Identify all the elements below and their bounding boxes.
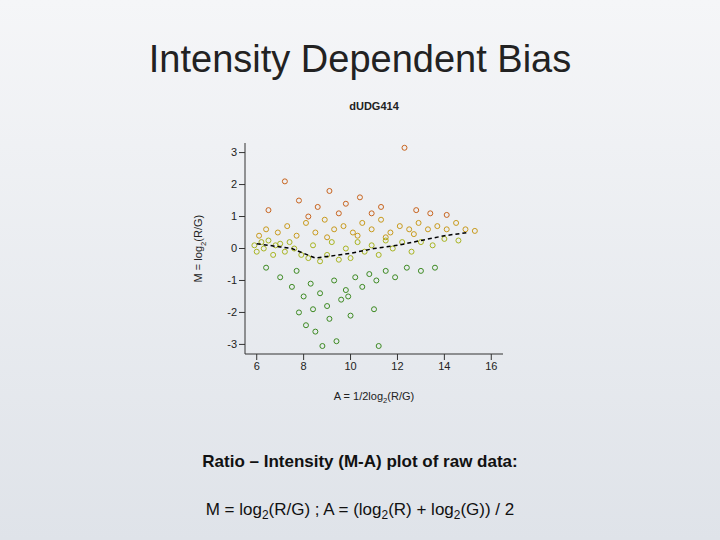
html-text:M = log2(R/G) ; A = (log2(R) +: M = log2(R/G) ; A = (log2(R) + log2(G)) … bbox=[205, 500, 515, 523]
svg-text:14: 14 bbox=[438, 360, 450, 372]
html-text:(R/G): (R/G) bbox=[192, 214, 205, 242]
svg-text:-2: -2 bbox=[227, 306, 237, 318]
svg-text:8: 8 bbox=[301, 360, 307, 372]
svg-text:12: 12 bbox=[391, 360, 403, 372]
html-text:A = 1/2 log2(R/G): A = 1/2 log2(R/G) bbox=[333, 390, 415, 406]
svg-text:-3: -3 bbox=[227, 338, 237, 350]
svg-text:16: 16 bbox=[485, 360, 497, 372]
svg-text:2: 2 bbox=[231, 178, 237, 190]
svg-text:-1: -1 bbox=[227, 274, 237, 286]
html-text:Intensity Dependent Bias: Intensity Dependent Bias bbox=[148, 38, 572, 80]
html-text:2: 2 bbox=[198, 241, 208, 246]
html-text:dUDG414: dUDG414 bbox=[349, 100, 399, 112]
svg-text:0: 0 bbox=[231, 242, 237, 254]
svg-text:6: 6 bbox=[254, 360, 260, 372]
html-text:log: log bbox=[192, 246, 205, 261]
html-text:Ratio – Intensity (M-A) plot o: Ratio – Intensity (M-A) plot of raw data… bbox=[202, 452, 518, 471]
html-text:M =: M = bbox=[192, 260, 205, 283]
svg-text:3: 3 bbox=[231, 146, 237, 158]
svg-text:10: 10 bbox=[344, 360, 356, 372]
svg-text:1: 1 bbox=[231, 210, 237, 222]
